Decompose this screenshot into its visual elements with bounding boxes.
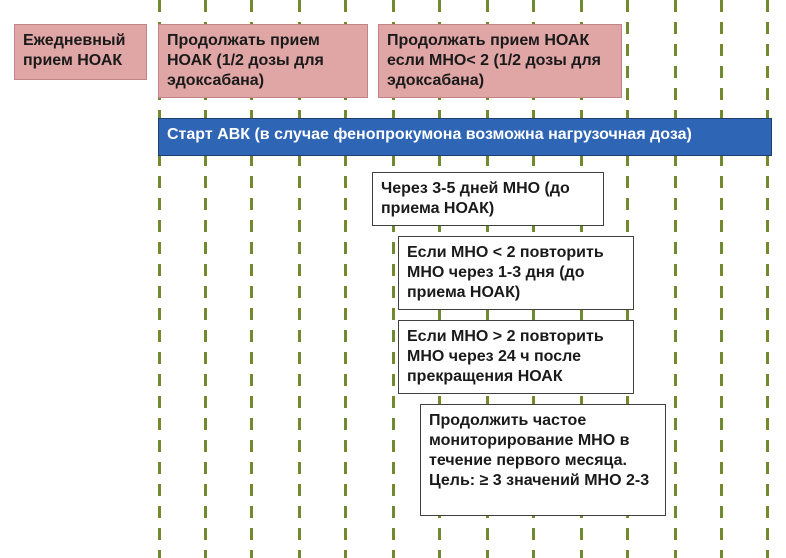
diagram-canvas: Ежедневный прием НОАКПродолжать прием НО… bbox=[0, 0, 786, 558]
box-monitor-month: Продолжить частое мониторирование МНО в … bbox=[420, 404, 666, 516]
box-start-avk: Старт АВК (в случае фенопрокумона возмож… bbox=[158, 118, 772, 156]
box-inr-3-5-days: Через 3-5 дней МНО (до приема НОАК) bbox=[372, 172, 604, 226]
box-daily-noac: Ежедневный прием НОАК bbox=[14, 24, 147, 80]
timeline-gridline bbox=[674, 0, 677, 558]
timeline-gridline bbox=[720, 0, 723, 558]
timeline-gridline bbox=[766, 0, 769, 558]
box-inr-gt-2: Если МНО > 2 повторить МНО через 24 ч по… bbox=[398, 320, 634, 394]
box-continue-noac-half: Продолжать прием НОАК (1/2 дозы для эдок… bbox=[158, 24, 368, 98]
box-inr-lt-2: Если МНО < 2 повторить МНО через 1-3 дня… bbox=[398, 236, 634, 310]
box-continue-noac-inr: Продолжать прием НОАК если МНО< 2 (1/2 д… bbox=[378, 24, 622, 98]
